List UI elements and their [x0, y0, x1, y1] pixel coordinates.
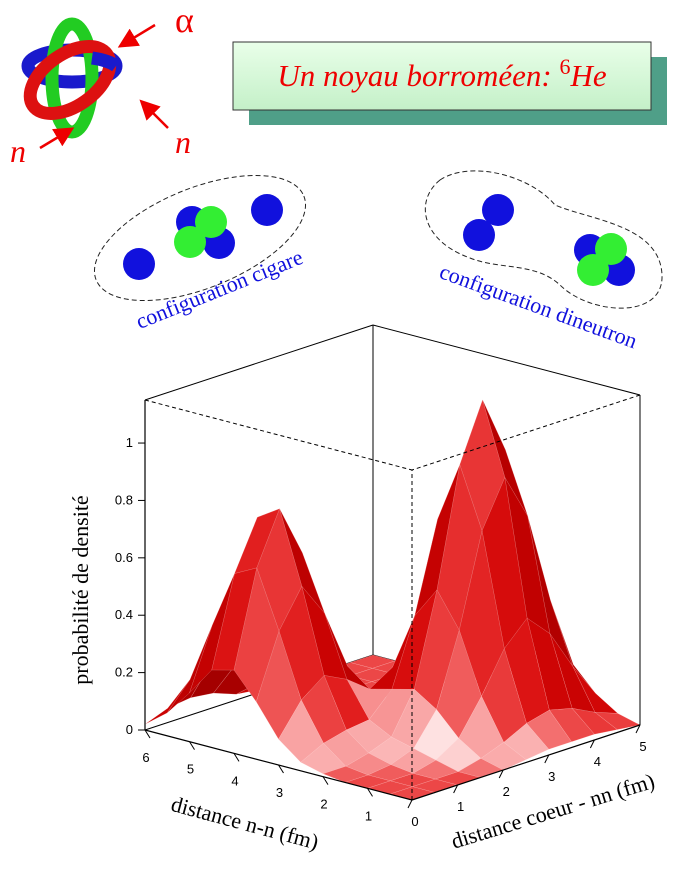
title-box — [232, 41, 652, 111]
z-tick-label: 0.4 — [115, 607, 133, 622]
surface-cell — [369, 615, 415, 690]
box-edge — [411, 724, 641, 801]
surface-cell — [390, 748, 437, 774]
cigar-configuration — [93, 174, 307, 302]
y-tick — [453, 784, 459, 794]
y-tick-label: 2 — [503, 784, 510, 799]
neutron-label: n — [175, 124, 191, 160]
y-tick — [407, 799, 413, 809]
title: Un noyau borroméen: 6He — [277, 54, 606, 93]
surface-cell — [233, 567, 280, 703]
z-tick-label: 0.2 — [115, 665, 133, 680]
x-tick — [189, 741, 195, 750]
surface-cell — [189, 573, 235, 694]
surface-cell — [278, 699, 324, 763]
y-tick — [635, 724, 641, 734]
surface-cell — [301, 675, 347, 744]
box-edge — [144, 399, 413, 471]
arrow — [39, 127, 75, 150]
x-tick-label: 3 — [276, 785, 283, 800]
y-tick — [589, 739, 595, 749]
x-tick-label: 1 — [365, 808, 372, 823]
surface-cell — [548, 708, 595, 742]
surface-cell — [550, 600, 596, 694]
element: He — [569, 58, 606, 93]
mass-number: 6 — [559, 54, 570, 79]
z-tick-label: 0.8 — [115, 492, 133, 507]
y-tick-label: 4 — [594, 754, 601, 769]
surface-cell — [256, 630, 302, 740]
surface-cell — [572, 666, 619, 714]
box-edge — [372, 324, 641, 396]
surface-cell — [594, 712, 641, 730]
x-tick — [144, 729, 151, 739]
borromean-knot — [21, 17, 123, 139]
z-tick-label: 0 — [126, 722, 133, 737]
neutron-label: n — [10, 133, 26, 169]
x-tick-label: 6 — [142, 750, 149, 765]
y-tick — [498, 769, 504, 779]
x-tick-label: 2 — [320, 797, 327, 812]
surface-cell — [526, 709, 572, 750]
y-tick-label: 3 — [548, 769, 555, 784]
y-tick-label: 0 — [411, 814, 418, 829]
x-tick — [322, 776, 329, 785]
title-text: Un noyau borroméen: — [277, 58, 551, 93]
x-axis-label: distance n-n (fm) — [169, 791, 322, 854]
x-tick — [278, 764, 284, 774]
box-edge — [411, 394, 641, 471]
surface-cell — [571, 708, 618, 735]
y-tick-label: 1 — [457, 799, 464, 814]
y-tick-label: 5 — [639, 739, 646, 754]
x-tick-label: 5 — [187, 762, 194, 777]
alpha-label: α — [175, 0, 194, 40]
z-tick-label: 0.6 — [115, 550, 133, 565]
x-tick-label: 4 — [231, 773, 238, 788]
y-tick — [544, 754, 550, 764]
surface-cell — [435, 737, 482, 772]
surface-cell — [322, 766, 369, 783]
x-tick — [367, 788, 373, 797]
surface-cell — [549, 633, 596, 713]
x-tick — [233, 753, 240, 762]
surface-cell — [300, 742, 347, 775]
surface-cell — [527, 515, 573, 667]
z-axis-label: probabilité de densité — [68, 495, 93, 684]
z-tick-label: 1 — [126, 435, 133, 450]
arrow — [139, 99, 169, 129]
dineutron-configuration — [424, 170, 663, 309]
surface-cell — [144, 679, 191, 725]
arrow — [117, 23, 156, 48]
surface-cell — [503, 723, 550, 760]
box-edge — [144, 324, 374, 401]
